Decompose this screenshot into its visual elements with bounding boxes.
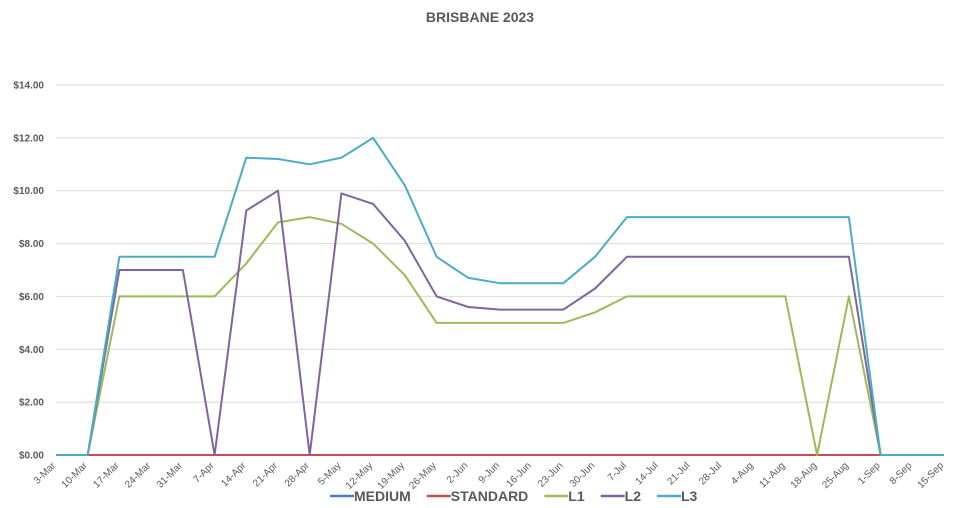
y-axis-ticks: $0.00 $2.00 $4.00 $6.00 $8.00 $10.00 $12.00 $14… xyxy=(13,81,44,462)
series-lines xyxy=(56,136,944,456)
y-tick-label: $2.00 xyxy=(19,398,44,409)
series-line-l1 xyxy=(56,216,944,456)
y-tick-label: $12.00 xyxy=(13,133,44,144)
chart-title: BRISBANE 2023 xyxy=(426,9,534,25)
legend: MEDIUM STANDARD L1 L2 L3 xyxy=(330,488,698,504)
y-tick-label: $10.00 xyxy=(13,186,44,197)
series-line-l3 xyxy=(56,136,944,456)
legend-label-standard: STANDARD xyxy=(451,488,529,504)
y-tick-label: $14.00 xyxy=(13,81,44,92)
legend-label-l3: L3 xyxy=(681,488,698,504)
y-tick-label: $6.00 xyxy=(19,292,44,303)
legend-label-l2: L2 xyxy=(625,488,642,504)
y-tick-label: $8.00 xyxy=(19,239,44,250)
series-line-l2 xyxy=(56,189,944,456)
y-tick-label: $0.00 xyxy=(19,451,44,462)
legend-label-medium: MEDIUM xyxy=(354,488,411,504)
y-tick-label: $4.00 xyxy=(19,345,44,356)
legend-label-l1: L1 xyxy=(568,488,585,504)
